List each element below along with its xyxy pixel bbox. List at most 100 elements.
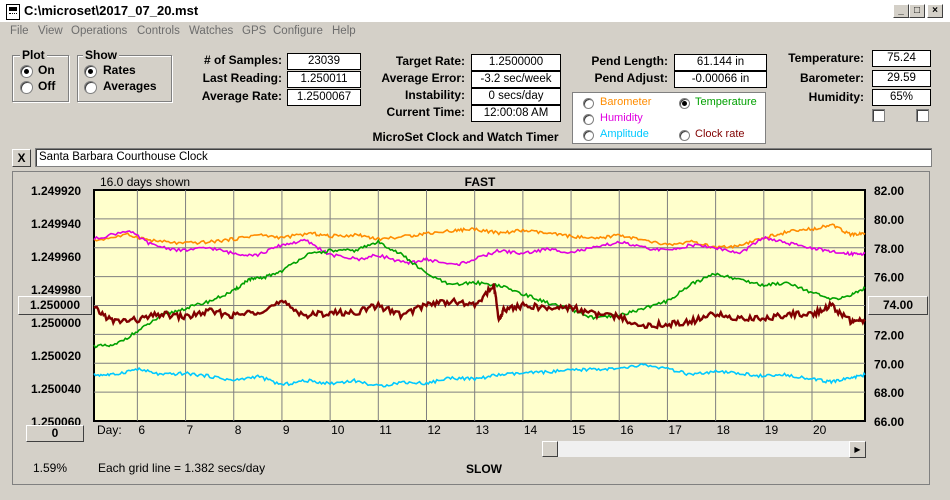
menu-controls[interactable]: Controls [137,25,180,37]
sensor-select-panel: Barometer Temperature Humidity Amplitude… [572,92,766,144]
show-averages-radio[interactable] [84,81,97,94]
barometer-radio[interactable] [583,98,594,109]
plot-group-label: Plot [20,48,47,62]
sensor-center-button[interactable]: 74.00 [868,296,928,315]
samples-label: # of Samples: [203,53,282,67]
scroll-right-arrow-icon[interactable]: ▶ [849,441,866,458]
plot-group: Plot On Off [12,48,69,102]
right-checkbox[interactable] [916,109,929,122]
maximize-button[interactable]: □ [909,4,925,18]
x-tick-label: 11 [379,423,392,437]
offset-button[interactable]: 0 [26,425,84,442]
menu-operations[interactable]: Operations [71,25,128,37]
clock-rate-option-label: Clock rate [695,128,745,140]
scrollbar-thumb[interactable] [542,441,558,457]
temperature-value: 75.24 [872,50,931,67]
grid-note: Each grid line = 1.382 secs/day [98,461,265,475]
x-tick-label: 18 [717,423,731,437]
x-tick-label: 8 [235,423,242,437]
pend-length-label: Pend Length: [591,54,668,68]
pend-adjust-label: Pend Adjust: [594,71,668,85]
show-rates-radio[interactable] [84,65,97,78]
y-left-tick-label: 1.249960 [31,250,81,264]
y-right-tick-label: 80.00 [874,213,904,227]
target-rate-value[interactable]: 1.2500000 [471,54,561,71]
series-line-clock-rate [93,283,866,330]
pend-length-value[interactable]: 61.144 in [674,54,767,71]
pend-adjust-value: -0.00066 in [674,71,767,88]
show-group: Show Rates Averages [77,48,172,102]
menu-gps[interactable]: GPS [242,25,267,37]
x-axis: 6 7 8 9 10 11 12 13 14 15 16 17 18 19 20 [138,423,826,437]
menu-help[interactable]: Help [332,25,356,37]
temperature-radio[interactable] [679,98,690,109]
y-left-tick-label: 1.249940 [31,217,81,231]
x-tick-label: 14 [524,423,538,437]
y-right-tick-label: 76.00 [874,271,904,285]
plot-off-radio[interactable] [20,81,33,94]
close-window-button[interactable]: × [927,4,943,18]
humidity-option-label: Humidity [600,112,643,124]
x-tick-label: 15 [572,423,586,437]
days-shown-label: 16.0 days shown [100,175,190,189]
x-tick-label: 7 [187,423,194,437]
fast-label: FAST [465,175,496,189]
y-right-tick-label: 82.00 [874,184,904,198]
current-time-label: Current Time: [386,105,465,119]
app-caption: MicroSet Clock and Watch Timer [372,130,559,144]
app-icon[interactable] [6,4,20,20]
average-rate-label: Average Rate: [201,89,282,103]
series-line-amplitude [93,362,866,388]
show-averages-label: Averages [103,79,157,93]
remove-clock-button[interactable]: X [12,149,31,167]
y-right-tick-label: 68.00 [874,386,904,400]
show-rates-label: Rates [103,63,136,77]
barometer-option-label: Barometer [600,96,652,108]
x-tick-label: 12 [427,423,441,437]
clock-name-field[interactable]: Santa Barbara Courthouse Clock [35,148,932,167]
x-tick-label: 9 [283,423,290,437]
series-line-barometer [93,223,866,250]
x-tick-label: 6 [138,423,145,437]
barometer-label: Barometer: [799,71,864,85]
x-tick-label: 16 [620,423,634,437]
x-tick-label: 17 [668,423,682,437]
y-right-tick-label: 66.00 [874,415,904,429]
menu-watches[interactable]: Watches [189,25,234,37]
title-bar: C:\microset\2017_07_20.mst _ □ × [0,0,950,23]
window-title: C:\microset\2017_07_20.mst [24,3,199,18]
y-left-tick-label: 1.250020 [31,349,81,363]
y-left-tick-label: 1.250000 [31,316,81,330]
target-rate-label: Target Rate: [395,54,465,68]
samples-value: 23039 [287,53,361,70]
average-error-label: Average Error: [381,71,465,85]
last-reading-label: Last Reading: [202,71,282,85]
left-checkbox[interactable] [872,109,885,122]
time-scrollbar[interactable]: ▶ [542,441,866,458]
menu-bar: File View Operations Controls Watches GP… [0,23,950,41]
percent-label: 1.59% [33,461,67,475]
instability-value: 0 secs/day [471,88,561,105]
rate-center-button[interactable]: 1.250000 [18,296,92,315]
clock-rate-radio[interactable] [679,130,690,141]
menu-file[interactable]: File [10,25,29,37]
y-right-tick-label: 72.00 [874,328,904,342]
y-right-tick-label: 78.00 [874,242,904,256]
x-tick-label: 10 [331,423,345,437]
current-time-value: 12:00:08 AM [471,105,561,122]
menu-configure[interactable]: Configure [273,25,323,37]
grid-lines [94,190,865,421]
temperature-label: Temperature: [788,51,864,65]
amplitude-option-label: Amplitude [600,128,649,140]
amplitude-radio[interactable] [583,130,594,141]
plot-on-radio[interactable] [20,65,33,78]
humidity-radio[interactable] [583,114,594,125]
barometer-value: 29.59 [872,70,931,87]
y-right-tick-label: 70.00 [874,357,904,371]
slow-label: SLOW [466,462,503,476]
minimize-button[interactable]: _ [893,4,909,18]
chart-panel [12,171,930,485]
menu-view[interactable]: View [38,25,63,37]
plot-on-label: On [38,63,55,77]
